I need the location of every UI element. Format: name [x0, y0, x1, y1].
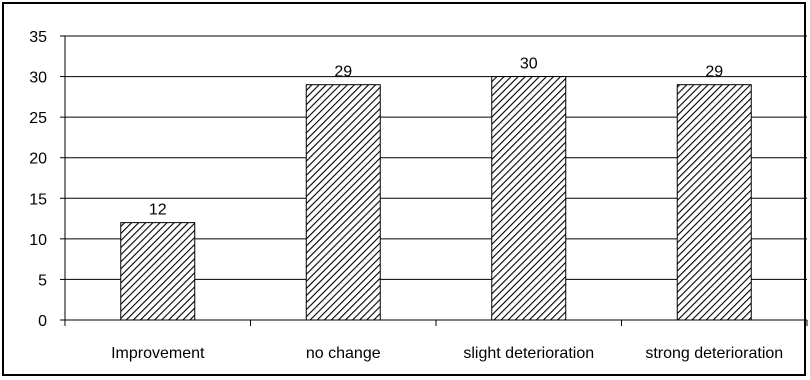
data-label: 29 — [705, 64, 723, 81]
y-tick-label: 15 — [29, 191, 47, 208]
x-tick-label: strong deterioration — [645, 345, 783, 362]
x-tick-label: Improvement — [111, 345, 205, 362]
data-label: 12 — [149, 202, 167, 219]
y-tick-label: 35 — [29, 29, 47, 46]
y-tick-label: 0 — [38, 313, 47, 330]
y-tick-label: 10 — [29, 232, 47, 249]
x-tick-label: slight deterioration — [463, 345, 594, 362]
y-tick-label: 20 — [29, 151, 47, 168]
data-label: 29 — [334, 64, 352, 81]
bar-no-change — [305, 84, 381, 321]
labels: 12 Improvement 29 no change 30 slight deterio… — [111, 56, 783, 362]
y-tick-label: 5 — [38, 272, 47, 289]
x-tick-label: no change — [306, 345, 381, 362]
bar-slight-deterioration — [491, 76, 567, 321]
bars — [120, 76, 752, 321]
bar-improvement — [120, 222, 196, 321]
axes: 0 5 10 15 20 25 30 35 — [29, 29, 808, 330]
bar-strong-deterioration — [676, 84, 752, 321]
y-tick-label: 30 — [29, 70, 47, 87]
y-tick-label: 25 — [29, 110, 47, 127]
data-label: 30 — [520, 56, 538, 73]
